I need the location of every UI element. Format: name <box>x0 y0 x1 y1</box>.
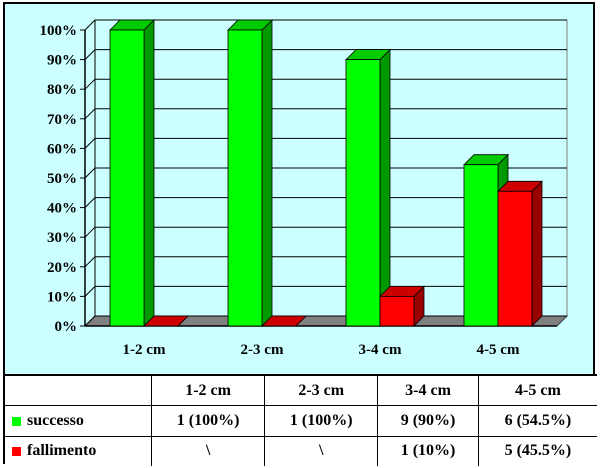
y-tick-label: 0% <box>55 319 78 335</box>
successo-bar-side <box>143 19 155 327</box>
table-cell: 1 (10%) <box>377 435 479 466</box>
chart-frame: 0% 10% 20% 30% 40% 50% 60% 70% 80% 90% 100% 1-2 cm 2… <box>3 2 597 466</box>
legend-label: fallimento <box>27 442 97 460</box>
fallimento-bar-top <box>261 315 307 327</box>
fallimento-bar-side <box>531 180 543 327</box>
table-header-row: 1-2 cm 2-3 cm 3-4 cm 4-5 cm <box>5 376 597 407</box>
table-header-cell: 4-5 cm <box>477 376 597 407</box>
y-tick-label: 40% <box>47 201 77 217</box>
successo-legend-swatch <box>12 416 21 426</box>
successo-bar <box>463 164 499 327</box>
x-tick-label: 4-5 cm <box>477 342 520 358</box>
y-tick-label: 90% <box>47 53 77 69</box>
fallimento-bar-top <box>143 315 189 327</box>
bar-chart: 0% 10% 20% 30% 40% 50% 60% 70% 80% 90% 100% 1-2 cm 2… <box>40 19 569 358</box>
y-tick-label: 30% <box>47 230 77 246</box>
y-tick-label: 80% <box>47 82 77 98</box>
table-cell: 6 (54.5%) <box>477 405 597 437</box>
x-tick-label: 1-2 cm <box>123 342 166 358</box>
table-cell: 5 (45.5%) <box>477 435 597 466</box>
table-header-cell: 1-2 cm <box>150 376 266 407</box>
fallimento-bar <box>379 295 415 327</box>
successo-bar <box>345 59 381 327</box>
table-cell: 9 (90%) <box>377 405 479 437</box>
table-row: fallimento \ \ 1 (10%) 5 (45.5%) <box>5 435 597 466</box>
y-tick-label: 20% <box>47 260 77 276</box>
successo-bar <box>109 29 145 327</box>
fallimento-bar <box>497 190 533 327</box>
data-table-area: 1-2 cm 2-3 cm 3-4 cm 4-5 cm successo 1 (… <box>5 374 597 466</box>
table-cell: 1 (100%) <box>264 405 379 437</box>
data-table: 1-2 cm 2-3 cm 3-4 cm 4-5 cm successo 1 (… <box>5 376 597 466</box>
bar-layer <box>109 19 543 327</box>
table-row-label: fallimento <box>5 435 152 466</box>
table-cell: \ <box>150 435 266 466</box>
table-header-cell: 3-4 cm <box>377 376 479 407</box>
x-tick-label: 2-3 cm <box>241 342 284 358</box>
successo-bar-side <box>261 19 273 327</box>
successo-bar <box>227 29 263 327</box>
y-tick-label: 70% <box>47 112 77 128</box>
table-cell: 1 (100%) <box>150 405 266 437</box>
x-tick-label: 3-4 cm <box>359 342 402 358</box>
successo-bar-side <box>379 48 391 327</box>
legend-label: successo <box>27 411 84 429</box>
y-tick-label: 100% <box>40 23 78 39</box>
y-tick-label: 50% <box>47 171 77 187</box>
y-tick-label: 10% <box>47 289 77 305</box>
table-row: successo 1 (100%) 1 (100%) 9 (90%) 6 (54… <box>5 405 597 437</box>
table-row-label: successo <box>5 405 152 437</box>
table-corner-cell <box>5 376 152 407</box>
label-layer: 0% 10% 20% 30% 40% 50% 60% 70% 80% 90% 100% 1-2 cm 2… <box>40 23 520 358</box>
table-header-cell: 2-3 cm <box>264 376 379 407</box>
table-cell: \ <box>264 435 379 466</box>
y-tick-label: 60% <box>47 141 77 157</box>
fallimento-legend-swatch <box>12 447 21 457</box>
